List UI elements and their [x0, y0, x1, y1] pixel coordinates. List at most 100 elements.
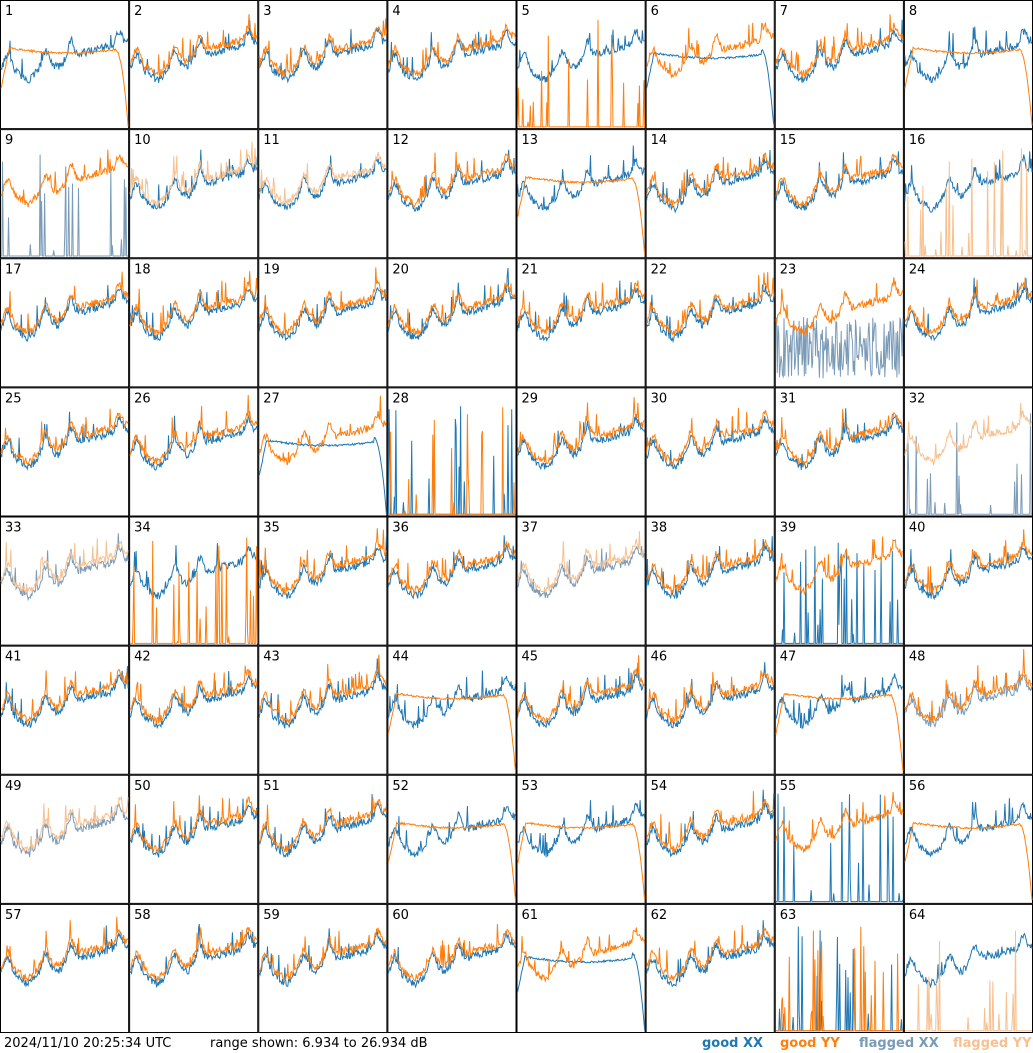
series-xx-line	[129, 924, 258, 988]
panel-21: 21	[516, 258, 646, 388]
panel-13: 13	[516, 129, 646, 259]
series-yy-line	[775, 277, 904, 336]
panel-37: 37	[516, 516, 646, 646]
panel-label: 23	[780, 262, 797, 277]
panel-41: 41	[0, 645, 130, 775]
panel-frame	[645, 0, 775, 130]
panel-label: 39	[780, 521, 797, 536]
panel-label: 45	[522, 650, 539, 665]
panel-label: 63	[780, 908, 797, 923]
panel-label: 40	[909, 521, 926, 536]
panel-frame	[516, 129, 646, 259]
series-xx-line	[387, 805, 516, 858]
panel-11: 11	[258, 129, 388, 259]
series-xx-line	[517, 662, 645, 729]
series-xx-line	[904, 798, 1033, 858]
panel-59: 59	[258, 903, 388, 1033]
panel-frame	[645, 387, 775, 517]
panel-label: 25	[5, 391, 22, 406]
panel-frame	[258, 129, 388, 259]
panel-24: 24	[903, 258, 1033, 388]
panel-frame	[0, 387, 130, 517]
panel-label: 24	[909, 262, 926, 277]
panel-6: 6	[645, 0, 775, 130]
panel-frame	[0, 645, 130, 775]
panel-46: 46	[645, 645, 775, 775]
series-yy-line	[387, 22, 516, 77]
panel-label: 26	[134, 391, 151, 406]
panel-label: 31	[780, 391, 797, 406]
series-yy-line	[904, 148, 1032, 257]
series-xx-line	[258, 536, 387, 599]
panel-label: 5	[522, 4, 530, 19]
panel-25: 25	[0, 387, 130, 517]
series-yy-line	[517, 397, 645, 465]
panel-54: 54	[645, 774, 775, 904]
series-yy-line	[258, 267, 387, 337]
series-xx-line	[517, 545, 646, 599]
series-xx-line	[775, 542, 903, 644]
series-yy-line	[130, 14, 258, 79]
series-yy-line	[388, 151, 516, 208]
series-xx-line	[0, 665, 129, 728]
panel-48: 48	[903, 645, 1033, 775]
panel-frame	[258, 774, 388, 904]
panel-frame	[129, 0, 259, 130]
series-xx-line	[258, 436, 387, 514]
panel-frame	[129, 774, 259, 904]
series-xx-line	[1, 154, 129, 257]
panel-label: 11	[263, 133, 280, 148]
series-xx-line	[129, 415, 258, 471]
panel-frame	[0, 903, 130, 1033]
series-xx-line	[517, 280, 646, 343]
series-yy-line	[129, 394, 258, 465]
timestamp: 2024/11/10 20:25:34 UTC	[4, 1036, 172, 1051]
panel-19: 19	[258, 258, 388, 388]
series-yy-line	[775, 692, 904, 771]
panel-20: 20	[387, 258, 517, 388]
panel-label: 8	[909, 4, 917, 19]
series-yy-line	[646, 670, 775, 723]
panel-label: 3	[263, 4, 271, 19]
panel-frame	[387, 903, 517, 1033]
panel-frame	[645, 516, 775, 646]
series-yy-line	[517, 821, 646, 900]
series-yy-line	[646, 407, 775, 466]
panel-label: 47	[780, 650, 797, 665]
series-xx-line	[387, 149, 516, 212]
panel-label: 29	[522, 391, 539, 406]
panel-frame	[129, 129, 259, 259]
panel-label: 13	[522, 133, 539, 148]
panel-label: 21	[522, 262, 539, 277]
panel-52: 52	[387, 774, 517, 904]
series-yy-line	[129, 795, 258, 853]
panel-frame	[903, 903, 1033, 1033]
series-xx-line	[258, 793, 387, 858]
panel-label: 36	[392, 521, 409, 536]
panel-58: 58	[129, 903, 259, 1033]
panel-label: 14	[651, 133, 668, 148]
series-yy-line	[517, 175, 646, 255]
panel-label: 59	[263, 908, 280, 923]
panel-17: 17	[0, 258, 130, 388]
series-xx-line	[129, 543, 258, 600]
panel-label: 10	[134, 133, 151, 148]
legend-good-xx: good XX	[702, 1036, 764, 1051]
panel-label: 44	[392, 650, 409, 665]
panel-label: 60	[392, 908, 409, 923]
panel-frame	[0, 258, 130, 388]
panel-label: 15	[780, 133, 797, 148]
series-xx-line	[775, 19, 904, 83]
panel-label: 17	[5, 262, 22, 277]
panel-5: 5	[516, 0, 646, 130]
series-xx-line	[646, 149, 775, 214]
panel-64: 64	[903, 903, 1033, 1033]
panel-55: 55	[774, 774, 904, 904]
panel-frame	[387, 0, 517, 130]
panel-frame	[258, 645, 388, 775]
series-xx-line	[129, 671, 258, 729]
series-xx-line	[258, 656, 387, 729]
series-xx-line	[129, 149, 258, 210]
series-yy-line	[259, 796, 387, 853]
panel-frame	[387, 516, 517, 646]
